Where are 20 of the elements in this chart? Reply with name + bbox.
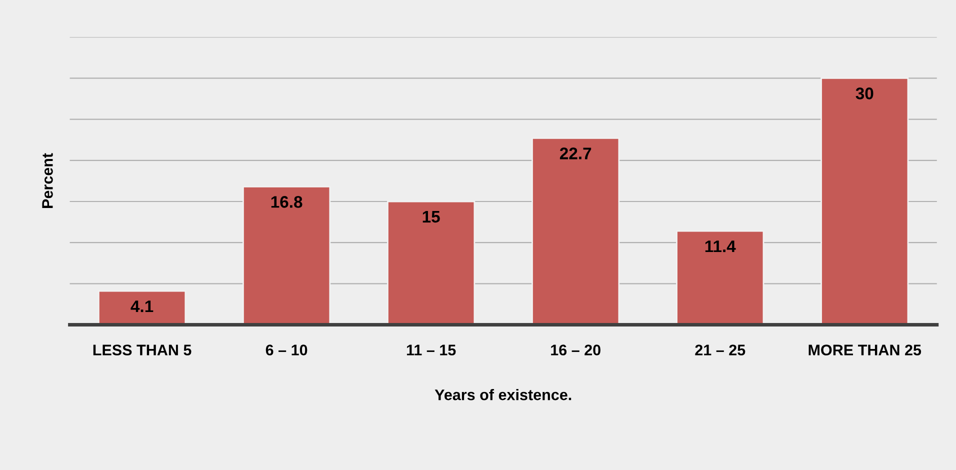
data-label: 15 — [422, 211, 440, 223]
data-label: 22.7 — [560, 148, 592, 160]
x-tick-label: 11 – 15 — [406, 344, 456, 356]
x-tick-label: MORE THAN 25 — [808, 344, 922, 356]
bar — [532, 138, 620, 325]
data-label: 4.1 — [130, 300, 154, 312]
data-label: 11.4 — [705, 240, 736, 252]
x-tick-label: 16 – 20 — [551, 344, 600, 356]
x-tick-label: 6 – 10 — [266, 344, 308, 356]
bar — [387, 200, 476, 325]
x-axis-title: Years of existence. — [434, 389, 572, 400]
x-tick-label: 21 – 25 — [695, 344, 746, 356]
data-label: 30 — [856, 88, 874, 100]
x-tick-label: LESS THAN 5 — [93, 344, 192, 356]
bar — [676, 230, 764, 325]
bar — [242, 186, 331, 325]
data-label: 16.8 — [271, 196, 302, 208]
bar — [820, 78, 909, 325]
y-axis-title: Percent — [42, 153, 53, 208]
bar — [98, 290, 186, 325]
